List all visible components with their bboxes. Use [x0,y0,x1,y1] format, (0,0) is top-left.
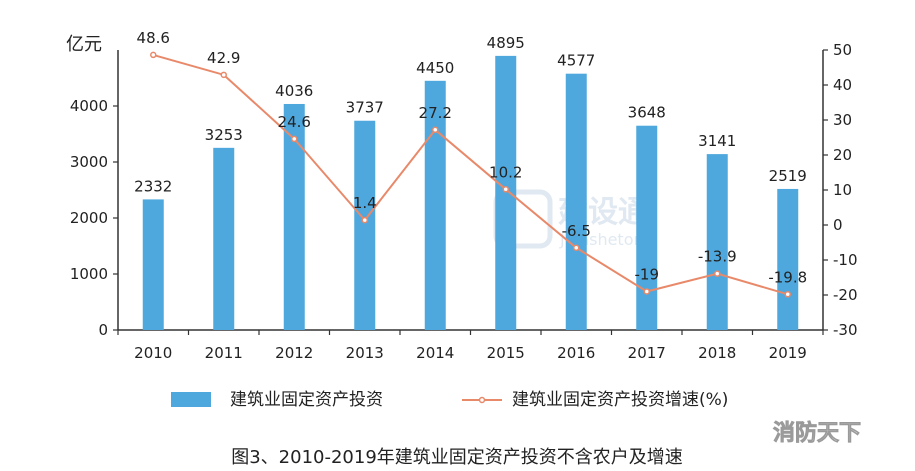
y-left-tick-label: 0 [98,321,108,339]
x-tick-label: 2013 [346,344,384,362]
y-left-tick-label: 2000 [70,209,108,227]
line-point [150,51,157,59]
line-point [643,288,650,295]
growth-line-path [152,53,789,296]
line-value-label: -13.9 [698,248,737,266]
corner-watermark: 消防天下 [773,421,861,446]
line-point [220,71,227,79]
line-value-label: -19 [635,266,660,284]
y-right-tick-label: -20 [833,286,858,304]
line-value-label: 27.2 [419,104,452,122]
line-point [502,186,509,193]
bar-value-label: 4577 [557,52,595,70]
bar-value-label: 2519 [769,167,807,185]
y-left-tick-label: 3000 [70,153,108,171]
x-tick-label: 2019 [769,344,807,362]
bar [213,147,235,330]
bars [142,55,799,331]
y-right-tick-label: -10 [833,251,858,269]
line-value-label: -19.8 [768,268,807,286]
x-tick-label: 2016 [557,344,595,362]
chart-caption: 图3、2010-2019年建筑业固定资产投资不含农户及增速 [231,447,683,468]
line-point [432,126,439,134]
bar [495,55,517,330]
y-left-tick-label: 1000 [70,265,108,283]
x-tick-label: 2011 [205,344,243,362]
bar-value-label: 3253 [205,126,243,144]
line-point [714,270,721,277]
bar [777,188,799,330]
line-value-label: 10.2 [489,163,522,181]
x-tick-label: 2012 [275,344,313,362]
y-left-tick-label: 4000 [70,97,108,115]
bar [283,103,305,330]
y-left-unit: 亿元 [66,34,102,55]
y-right-tick-label: 0 [833,216,843,234]
y-right-tick-label: 50 [833,41,852,59]
bar [354,120,376,330]
legend-line-marker [478,396,486,404]
axes: 0100020003000400050403020100-10-20-30201… [70,41,858,362]
line-value-label: -6.5 [562,222,591,240]
legend: 建筑业固定资产投资 建筑业固定资产投资增速(%) [171,390,728,410]
y-right-tick-label: 10 [833,181,852,199]
y-right-tick-label: 30 [833,111,852,129]
x-tick-label: 2018 [698,344,736,362]
bar-value-label: 4895 [487,34,525,52]
line-value-label: 1.4 [353,194,377,212]
x-tick-label: 2010 [134,344,172,362]
bar [636,125,658,330]
bar-value-label: 3141 [698,132,736,150]
y-right-tick-label: 20 [833,146,852,164]
bar-value-label: 3648 [628,104,666,122]
bar-value-label: 3737 [346,99,384,117]
legend-line-label: 建筑业固定资产投资增速(%) [512,390,728,410]
line-point [291,135,298,143]
y-right-tick-label: 40 [833,76,852,94]
x-tick-label: 2017 [628,344,666,362]
bar [142,199,164,330]
bar [706,154,728,330]
y-right-tick-label: -30 [833,321,858,339]
bar-value-label: 2332 [134,177,172,195]
line-labels: 48.6 42.9 24.6 1.4 27.2 10.2 -6.5 -19 -13.9 -19.8 [137,29,808,286]
line-point [784,291,791,298]
bar [424,80,446,330]
bar-value-label: 4036 [275,82,313,100]
line-point [361,216,368,224]
bar-value-label: 4450 [416,59,454,77]
line-value-label: 48.6 [137,29,170,47]
growth-line [150,51,791,298]
line-value-label: 24.6 [278,113,311,131]
bar-labels: 2332 3253 4036 3737 4450 4895 4577 3648 3141 2519 [134,34,807,196]
x-tick-label: 2015 [487,344,525,362]
legend-bar-swatch [171,392,211,407]
line-point [573,244,580,251]
x-tick-label: 2014 [416,344,454,362]
legend-bar-label: 建筑业固定资产投资 [230,390,383,410]
bar [565,73,587,331]
line-value-label: 42.9 [207,49,240,67]
